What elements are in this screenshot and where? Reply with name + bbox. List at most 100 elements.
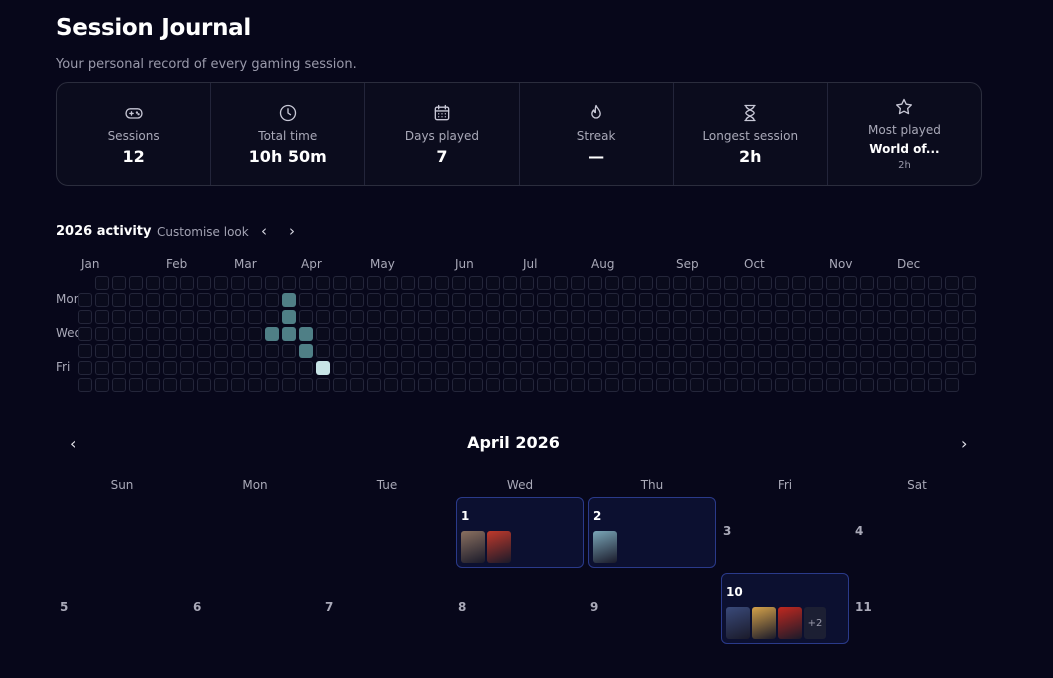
heatmap-cell[interactable] [486,276,500,290]
heatmap-cell[interactable] [860,310,874,324]
heatmap-cell[interactable] [622,276,636,290]
heatmap-cell[interactable] [775,378,789,392]
heatmap-cell[interactable] [928,310,942,324]
heatmap-cell[interactable] [282,276,296,290]
heatmap-cell[interactable] [248,310,262,324]
heatmap-cell[interactable] [775,276,789,290]
heatmap-cell[interactable] [928,327,942,341]
activity-next-button[interactable]: › [289,222,295,240]
heatmap-cell[interactable] [197,327,211,341]
heatmap-cell[interactable] [656,276,670,290]
heatmap-cell[interactable] [554,344,568,358]
heatmap-cell[interactable] [605,361,619,375]
heatmap-cell[interactable] [656,344,670,358]
heatmap-cell[interactable] [537,310,551,324]
heatmap-cell[interactable] [350,378,364,392]
heatmap-cell[interactable] [265,378,279,392]
heatmap-cell[interactable] [112,344,126,358]
heatmap-cell[interactable] [180,276,194,290]
heatmap-cell[interactable] [316,361,330,375]
heatmap-cell[interactable] [231,378,245,392]
heatmap-cell[interactable] [945,327,959,341]
heatmap-cell[interactable] [214,378,228,392]
heatmap-cell[interactable] [248,276,262,290]
heatmap-cell[interactable] [418,378,432,392]
heatmap-cell[interactable] [894,327,908,341]
heatmap-cell[interactable] [792,310,806,324]
heatmap-cell[interactable] [911,276,925,290]
heatmap-cell[interactable] [95,378,109,392]
heatmap-cell[interactable] [265,293,279,307]
heatmap-cell[interactable] [520,344,534,358]
heatmap-cell[interactable] [894,361,908,375]
game-cover-thumbnail[interactable] [593,531,617,563]
calendar-day[interactable]: 9 [586,573,714,644]
heatmap-cell[interactable] [129,310,143,324]
heatmap-cell[interactable] [928,276,942,290]
heatmap-cell[interactable] [588,276,602,290]
heatmap-cell[interactable] [741,361,755,375]
heatmap-cell[interactable] [503,310,517,324]
heatmap-cell[interactable] [537,361,551,375]
heatmap-cell[interactable] [129,327,143,341]
heatmap-cell[interactable] [265,361,279,375]
heatmap-cell[interactable] [384,310,398,324]
heatmap-cell[interactable] [112,293,126,307]
heatmap-cell[interactable] [911,344,925,358]
heatmap-cell[interactable] [792,344,806,358]
heatmap-cell[interactable] [571,361,585,375]
calendar-day[interactable]: 2 [588,497,716,568]
heatmap-cell[interactable] [418,344,432,358]
heatmap-cell[interactable] [809,327,823,341]
heatmap-cell[interactable] [758,293,772,307]
heatmap-cell[interactable] [486,327,500,341]
heatmap-cell[interactable] [945,293,959,307]
heatmap-cell[interactable] [486,378,500,392]
heatmap-cell[interactable] [367,293,381,307]
heatmap-cell[interactable] [78,378,92,392]
heatmap-cell[interactable] [333,378,347,392]
heatmap-cell[interactable] [826,310,840,324]
heatmap-cell[interactable] [758,378,772,392]
heatmap-cell[interactable] [554,310,568,324]
heatmap-cell[interactable] [588,361,602,375]
heatmap-cell[interactable] [707,293,721,307]
heatmap-cell[interactable] [214,344,228,358]
heatmap-cell[interactable] [129,276,143,290]
heatmap-cell[interactable] [656,361,670,375]
heatmap-cell[interactable] [78,293,92,307]
heatmap-cell[interactable] [656,327,670,341]
heatmap-cell[interactable] [860,361,874,375]
heatmap-cell[interactable] [724,310,738,324]
heatmap-cell[interactable] [180,293,194,307]
heatmap-cell[interactable] [214,327,228,341]
heatmap-cell[interactable] [826,293,840,307]
heatmap-cell[interactable] [112,310,126,324]
heatmap-cell[interactable] [486,361,500,375]
heatmap-cell[interactable] [639,344,653,358]
heatmap-cell[interactable] [673,378,687,392]
heatmap-cell[interactable] [690,344,704,358]
heatmap-cell[interactable] [894,378,908,392]
heatmap-cell[interactable] [469,378,483,392]
heatmap-cell[interactable] [452,276,466,290]
heatmap-cell[interactable] [95,310,109,324]
heatmap-cell[interactable] [758,310,772,324]
heatmap-cell[interactable] [707,344,721,358]
heatmap-cell[interactable] [367,310,381,324]
heatmap-cell[interactable] [877,310,891,324]
heatmap-cell[interactable] [639,310,653,324]
heatmap-cell[interactable] [826,327,840,341]
calendar-next-button[interactable]: › [961,434,968,453]
heatmap-cell[interactable] [78,344,92,358]
heatmap-cell[interactable] [843,344,857,358]
heatmap-cell[interactable] [656,378,670,392]
heatmap-cell[interactable] [146,361,160,375]
heatmap-cell[interactable] [469,344,483,358]
heatmap-cell[interactable] [962,310,976,324]
heatmap-cell[interactable] [146,327,160,341]
heatmap-cell[interactable] [78,327,92,341]
heatmap-cell[interactable] [486,293,500,307]
heatmap-cell[interactable] [928,293,942,307]
heatmap-cell[interactable] [724,378,738,392]
